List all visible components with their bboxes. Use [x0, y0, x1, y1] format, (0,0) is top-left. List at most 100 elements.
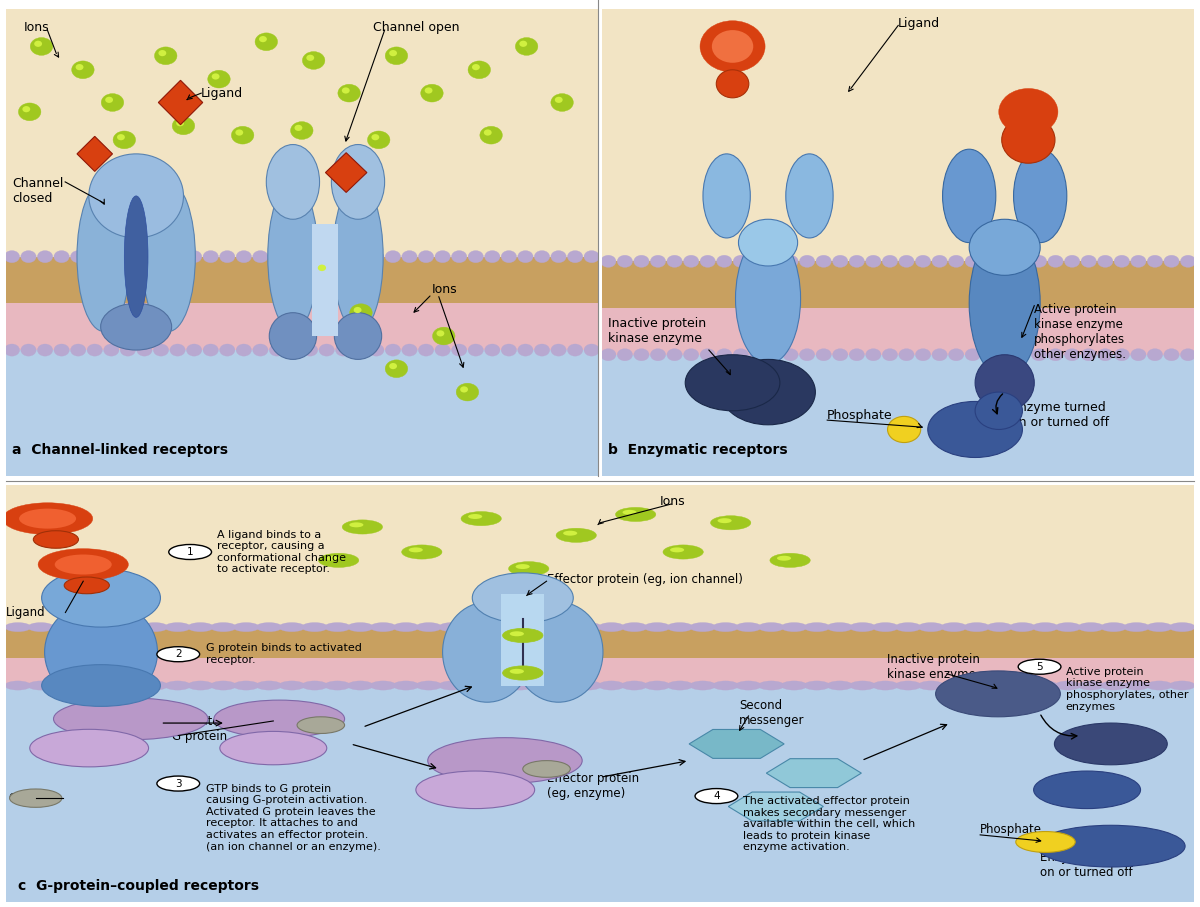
Circle shape [484, 130, 492, 136]
Circle shape [472, 64, 480, 70]
Circle shape [461, 681, 487, 690]
Circle shape [120, 344, 136, 356]
Circle shape [634, 348, 649, 361]
Circle shape [342, 520, 383, 534]
Circle shape [1098, 348, 1112, 361]
Circle shape [644, 622, 670, 631]
Circle shape [419, 250, 433, 263]
Circle shape [278, 622, 305, 631]
Circle shape [301, 681, 328, 690]
Circle shape [700, 348, 715, 361]
Ellipse shape [416, 771, 535, 809]
Circle shape [186, 250, 202, 263]
Circle shape [758, 622, 785, 631]
Circle shape [932, 255, 947, 268]
Circle shape [804, 622, 830, 631]
Circle shape [1031, 255, 1046, 268]
Circle shape [176, 120, 184, 126]
Circle shape [503, 629, 542, 642]
Circle shape [480, 126, 503, 144]
Circle shape [409, 548, 422, 552]
Circle shape [965, 255, 980, 268]
Circle shape [941, 622, 967, 631]
Circle shape [372, 134, 379, 141]
Circle shape [599, 681, 624, 690]
Text: Effector protein (eg, ion channel): Effector protein (eg, ion channel) [546, 572, 743, 586]
Circle shape [370, 622, 396, 631]
Ellipse shape [125, 196, 148, 317]
Circle shape [5, 250, 19, 263]
Circle shape [438, 681, 464, 690]
Circle shape [324, 681, 350, 690]
Text: The activated effector protein
makes secondary messenger
available within the ce: The activated effector protein makes sec… [743, 796, 914, 853]
Ellipse shape [42, 665, 161, 707]
FancyBboxPatch shape [6, 485, 1194, 660]
Circle shape [1048, 348, 1063, 361]
Circle shape [964, 622, 990, 631]
Text: Phosphate: Phosphate [980, 823, 1042, 836]
Circle shape [118, 134, 125, 141]
Circle shape [1123, 681, 1150, 690]
Circle shape [1146, 681, 1172, 690]
Circle shape [119, 681, 145, 690]
Circle shape [256, 681, 282, 690]
Circle shape [690, 622, 715, 631]
Circle shape [385, 360, 408, 377]
Circle shape [816, 255, 832, 268]
Ellipse shape [942, 149, 996, 243]
Ellipse shape [976, 355, 1034, 411]
Circle shape [203, 344, 218, 356]
Circle shape [19, 509, 76, 529]
Circle shape [451, 344, 467, 356]
Ellipse shape [266, 144, 319, 219]
Circle shape [415, 681, 442, 690]
Text: 5: 5 [1037, 662, 1043, 672]
Circle shape [650, 255, 666, 268]
Circle shape [10, 789, 62, 807]
Circle shape [23, 106, 30, 112]
Circle shape [899, 255, 914, 268]
Circle shape [1147, 255, 1163, 268]
Circle shape [76, 64, 84, 70]
Circle shape [667, 622, 692, 631]
Circle shape [899, 348, 914, 361]
FancyBboxPatch shape [602, 289, 1194, 476]
Circle shape [461, 512, 502, 526]
Circle shape [236, 344, 252, 356]
Circle shape [932, 348, 947, 361]
Circle shape [576, 622, 601, 631]
Circle shape [232, 126, 254, 144]
Circle shape [568, 344, 583, 356]
Circle shape [54, 250, 70, 263]
Circle shape [1081, 348, 1097, 361]
Text: Ions: Ions [432, 283, 457, 296]
Circle shape [30, 37, 53, 55]
Circle shape [716, 255, 732, 268]
Circle shape [71, 344, 86, 356]
Circle shape [508, 681, 533, 690]
Circle shape [103, 250, 119, 263]
Circle shape [517, 250, 533, 263]
Circle shape [1032, 622, 1058, 631]
Ellipse shape [101, 303, 172, 350]
Circle shape [516, 564, 529, 569]
Circle shape [298, 717, 344, 734]
Circle shape [1130, 255, 1146, 268]
Circle shape [767, 348, 781, 361]
Circle shape [485, 681, 510, 690]
Circle shape [736, 681, 762, 690]
Circle shape [986, 622, 1013, 631]
Ellipse shape [738, 219, 798, 266]
Circle shape [385, 250, 401, 263]
Circle shape [72, 61, 94, 79]
Circle shape [220, 344, 235, 356]
Circle shape [601, 255, 616, 268]
Circle shape [872, 622, 899, 631]
Circle shape [964, 681, 990, 690]
Ellipse shape [721, 359, 815, 424]
Ellipse shape [976, 392, 1022, 429]
Circle shape [347, 681, 373, 690]
Circle shape [34, 41, 42, 47]
Circle shape [584, 250, 599, 263]
Ellipse shape [936, 671, 1061, 717]
